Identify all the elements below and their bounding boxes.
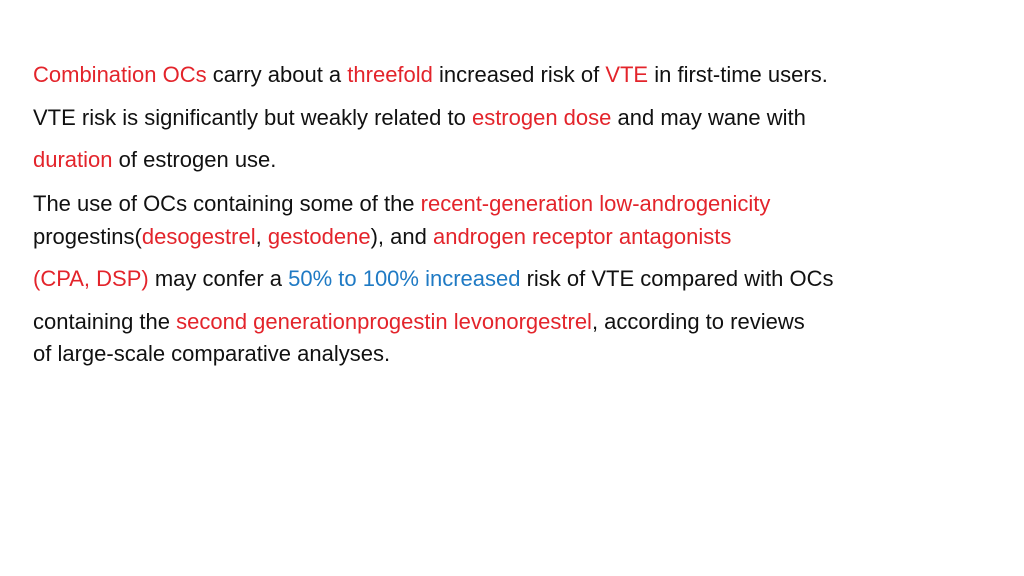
text-run: containing the bbox=[33, 309, 177, 334]
highlighted-text: recent-generation low-androgenicity bbox=[420, 191, 771, 216]
text-run: VTE risk is significantly but weakly rel… bbox=[33, 105, 472, 130]
highlighted-text: second generationprogestin levonorgestre… bbox=[176, 309, 592, 334]
text-run: risk of VTE compared with OCs bbox=[520, 266, 834, 291]
text-run: , according to reviews bbox=[591, 309, 805, 334]
text-run: The use of OCs containing some of the bbox=[33, 191, 421, 216]
highlighted-text: desogestrel bbox=[141, 224, 256, 249]
text-line: VTE risk is significantly but weakly rel… bbox=[33, 105, 806, 131]
text-run: of estrogen use. bbox=[112, 147, 277, 172]
text-run: increased risk of bbox=[432, 62, 606, 87]
highlighted-text: duration bbox=[33, 147, 113, 172]
highlighted-text: estrogen dose bbox=[471, 105, 612, 130]
text-run: ), and bbox=[370, 224, 433, 249]
highlighted-text: Combination OCs bbox=[33, 62, 207, 87]
text-line: duration of estrogen use. bbox=[33, 147, 276, 173]
text-run: carry about a bbox=[206, 62, 348, 87]
text-line: progestins(desogestrel, gestodene), and … bbox=[33, 224, 731, 250]
text-run: , bbox=[255, 224, 268, 249]
text-run: may confer a bbox=[148, 266, 289, 291]
text-line: The use of OCs containing some of the re… bbox=[33, 191, 770, 217]
highlighted-text: androgen receptor antagonists bbox=[432, 224, 732, 249]
highlighted-text: (CPA, DSP) bbox=[33, 266, 149, 291]
text-line: Combination OCs carry about a threefold … bbox=[33, 62, 828, 88]
text-line: containing the second generationprogesti… bbox=[33, 309, 805, 335]
text-line: (CPA, DSP) may confer a 50% to 100% incr… bbox=[33, 266, 833, 292]
text-run: progestins( bbox=[33, 224, 142, 249]
text-line: of large-scale comparative analyses. bbox=[33, 341, 390, 367]
highlighted-text: threefold bbox=[347, 62, 433, 87]
text-run: of large-scale comparative analyses. bbox=[33, 341, 391, 366]
text-run: and may wane with bbox=[611, 105, 806, 130]
text-run: in first-time users. bbox=[648, 62, 828, 87]
highlighted-text: 50% to 100% increased bbox=[288, 266, 521, 291]
highlighted-text: gestodene bbox=[267, 224, 371, 249]
highlighted-text: VTE bbox=[605, 62, 649, 87]
